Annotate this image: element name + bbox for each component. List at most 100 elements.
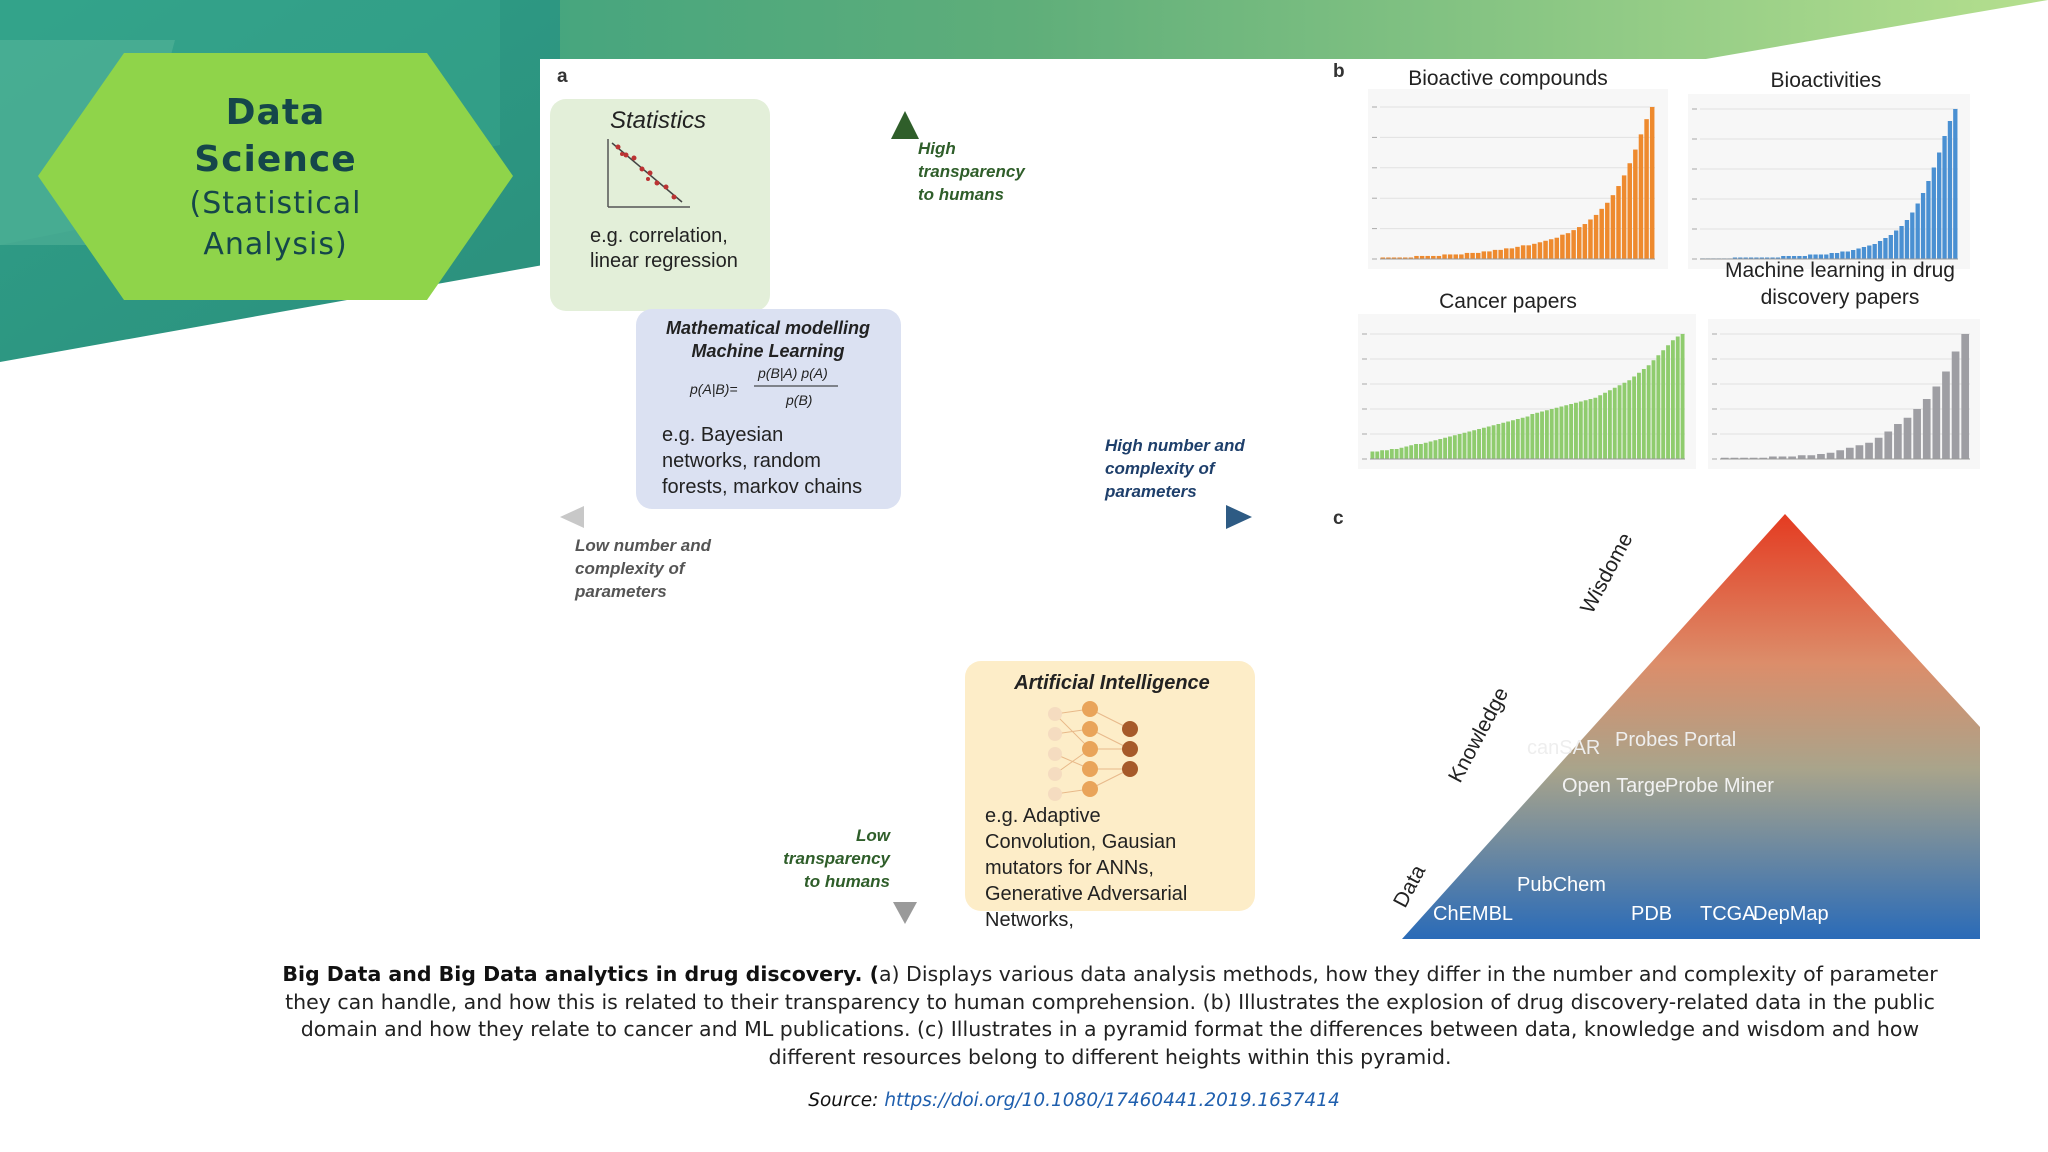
slide-label-line3: (Statistical — [189, 185, 362, 221]
bar-bioactive-compounds — [1605, 202, 1610, 259]
source-line: Source: https://doi.org/10.1080/17460441… — [0, 1090, 2048, 1111]
bar-bioactive-compounds — [1436, 255, 1442, 259]
bar-bioactivities — [1808, 254, 1813, 259]
axis-bottom-label-3: to humans — [804, 872, 890, 891]
bar-bioactive-compounds — [1576, 227, 1582, 259]
chart-title-bioactivities: Bioactivities — [1771, 69, 1882, 92]
bar-bioactivities — [1867, 245, 1872, 259]
bar-bioactive-compounds — [1520, 245, 1526, 259]
bar-cancer-papers — [1404, 446, 1409, 459]
bar-bioactivities — [1953, 109, 1958, 259]
bar-ml-drug-discovery-papers — [1788, 456, 1796, 459]
bar-cancer-papers — [1651, 360, 1656, 459]
bar-bioactive-compounds — [1509, 248, 1515, 259]
panel-b-letter: b — [1333, 61, 1345, 82]
bar-cancer-papers — [1530, 414, 1535, 459]
bar-bioactivities — [1775, 257, 1781, 259]
formula-lhs: p(A|B)= — [689, 381, 738, 397]
bar-bioactive-compounds — [1397, 257, 1402, 259]
bar-cancer-papers — [1438, 439, 1443, 459]
bar-bioactivities — [1840, 251, 1845, 259]
panel-c-letter: c — [1333, 508, 1344, 529]
formula-numerator: p(B|A) p(A) — [757, 365, 828, 381]
bar-bioactivities — [1802, 256, 1807, 259]
bar-cancer-papers — [1414, 444, 1418, 459]
bar-cancer-papers — [1399, 447, 1404, 459]
bar-bioactive-compounds — [1565, 233, 1571, 259]
bar-bioactivities — [1899, 226, 1904, 259]
bar-bioactive-compounds — [1475, 252, 1481, 259]
resource-pubchem: PubChem — [1517, 874, 1606, 896]
axis-left-label-2: complexity of — [575, 559, 687, 578]
bar-bioactivities — [1856, 248, 1861, 259]
bar-cancer-papers — [1511, 420, 1515, 459]
bar-bioactivities — [1926, 181, 1931, 259]
bar-ml-drug-discovery-papers — [1817, 454, 1825, 459]
chart-ml-drug-discovery-papers: Machine learning in drug discovery paper… — [1708, 259, 1980, 469]
bar-cancer-papers — [1472, 430, 1477, 459]
bar-bioactivities — [1781, 256, 1786, 259]
bar-ml-drug-discovery-papers — [1778, 456, 1787, 459]
math-ml-title-1: Mathematical modelling — [666, 318, 870, 338]
math-ml-example-1: e.g. Bayesian — [662, 424, 783, 446]
bar-cancer-papers — [1661, 350, 1666, 459]
bar-cancer-papers — [1452, 435, 1457, 459]
bar-cancer-papers — [1457, 434, 1462, 459]
bar-cancer-papers — [1506, 421, 1511, 459]
bar-cancer-papers — [1525, 416, 1530, 459]
bar-bioactive-compounds — [1610, 195, 1616, 259]
bar-bioactive-compounds — [1431, 255, 1436, 259]
bar-bioactivities — [1818, 254, 1824, 259]
bar-bioactive-compounds — [1599, 208, 1604, 259]
figure-caption: Big Data and Big Data analytics in drug … — [260, 961, 1960, 1071]
bar-bioactivities — [1770, 257, 1775, 259]
resource-chembl: ChEMBL — [1433, 903, 1513, 925]
bar-bioactive-compounds — [1481, 251, 1487, 259]
bar-cancer-papers — [1554, 407, 1559, 459]
slide-label-line4: Analysis) — [203, 226, 348, 262]
axis-right-label-1: High number and — [1105, 436, 1245, 455]
source-link[interactable]: https://doi.org/10.1080/17460441.2019.16… — [884, 1090, 1340, 1111]
bar-cancer-papers — [1486, 426, 1491, 459]
bar-cancer-papers — [1544, 410, 1549, 459]
chart-bioactivities: Bioactivities — [1688, 69, 1970, 269]
bar-cancer-papers — [1535, 412, 1540, 459]
bar-cancer-papers — [1389, 449, 1394, 459]
slide-label-line2: Science — [194, 138, 357, 180]
bar-bioactive-compounds — [1453, 254, 1459, 259]
bar-cancer-papers — [1428, 441, 1433, 459]
bar-bioactive-compounds — [1633, 149, 1638, 259]
bar-cancer-papers — [1675, 336, 1680, 459]
bar-cancer-papers — [1646, 365, 1651, 459]
bar-bioactive-compounds — [1537, 242, 1543, 259]
resource-depmap: DepMap — [1753, 903, 1829, 925]
bar-bioactive-compounds — [1616, 186, 1621, 259]
parameters-axis — [560, 505, 1252, 529]
bar-ml-drug-discovery-papers — [1922, 399, 1931, 459]
bar-bioactive-compounds — [1380, 257, 1386, 259]
bar-cancer-papers — [1462, 432, 1467, 459]
ai-example-2: Convolution, Gausian — [985, 831, 1176, 853]
axis-right-label-3: parameters — [1104, 482, 1197, 501]
bar-bioactivities — [1759, 257, 1764, 259]
bar-bioactivities — [1947, 121, 1953, 259]
caption-text: a) Displays various data analysis method… — [285, 962, 1938, 1069]
bar-cancer-papers — [1598, 395, 1603, 459]
bar-ml-drug-discovery-papers — [1826, 452, 1835, 459]
bar-cancer-papers — [1477, 429, 1481, 459]
slide-label-line1: Data — [225, 91, 326, 133]
bar-bioactive-compounds — [1419, 255, 1425, 259]
bar-bioactivities — [1748, 257, 1754, 259]
bar-bioactive-compounds — [1504, 248, 1509, 259]
bar-ml-drug-discovery-papers — [1730, 457, 1739, 459]
bar-cancer-papers — [1433, 440, 1438, 459]
bar-bioactive-compounds — [1621, 175, 1627, 259]
bar-bioactive-compounds — [1560, 234, 1565, 259]
bar-bioactive-compounds — [1414, 255, 1419, 259]
bar-cancer-papers — [1496, 424, 1501, 459]
bar-bioactivities — [1743, 257, 1748, 259]
bar-cancer-papers — [1549, 409, 1554, 459]
bar-cancer-papers — [1520, 417, 1525, 459]
bar-bioactive-compounds — [1593, 214, 1599, 259]
bar-ml-drug-discovery-papers — [1903, 417, 1912, 459]
